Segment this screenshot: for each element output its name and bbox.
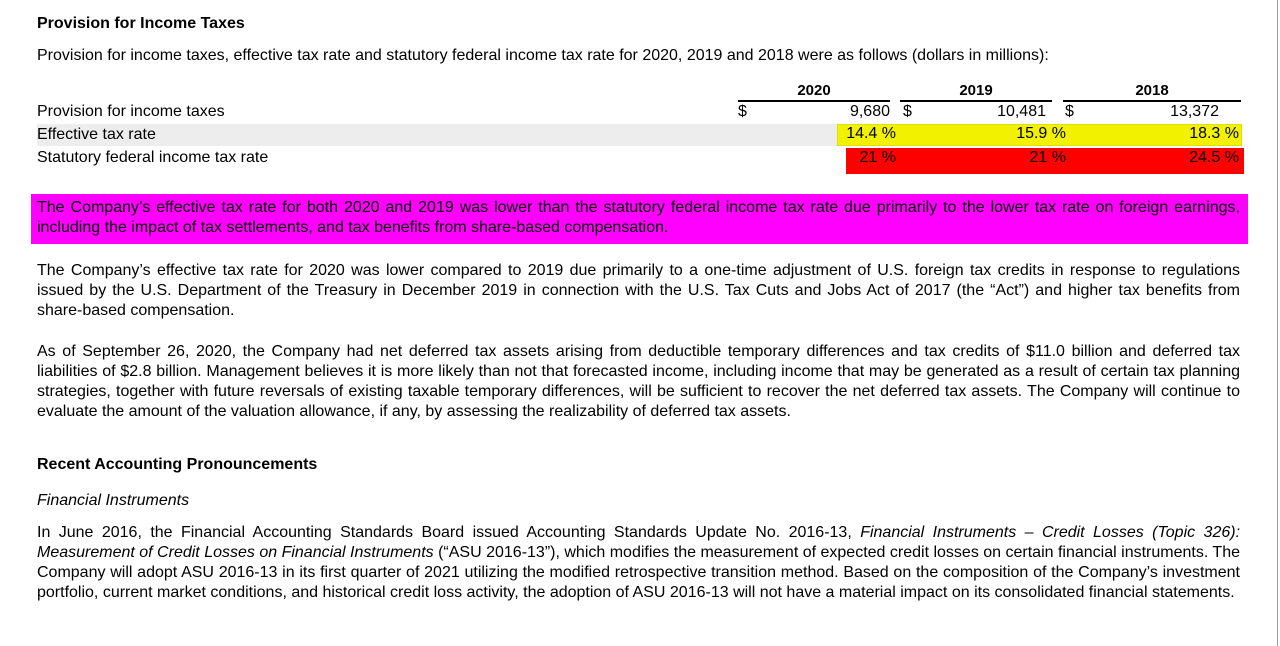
magenta-highlight (31, 194, 1248, 244)
paragraph-effective-rate: The Company’s effective tax rate for 202… (37, 262, 1240, 319)
currency-symbol: $ (903, 103, 912, 120)
highlighted-paragraph: The Company’s effective tax rate for bot… (37, 199, 1240, 236)
row-label: Effective tax rate (37, 126, 156, 143)
red-highlight (846, 148, 1244, 174)
value-2018: 18.3 % (1189, 125, 1239, 142)
value-2020: 21 % (859, 149, 896, 166)
yellow-highlight (837, 124, 1242, 146)
section-heading: Provision for Income Taxes (37, 15, 245, 32)
standard-title: Financial Instruments – Credit Losses (T… (37, 524, 1241, 561)
value-2019: 21 % (1029, 149, 1066, 166)
page-edge-divider (1277, 0, 1278, 646)
value-2020: 14.4 % (846, 125, 896, 142)
currency-symbol: $ (1065, 103, 1074, 120)
row-shading (37, 124, 837, 146)
value-2018: 24.5 % (1189, 149, 1239, 166)
subheading: Financial Instruments (37, 492, 190, 509)
year-header-2018: 2018 (1063, 82, 1241, 102)
row-label: Statutory federal income tax rate (37, 149, 269, 166)
value-2019: 15.9 % (1016, 125, 1066, 142)
text: In June 2016, the Financial Accounting S… (37, 524, 861, 541)
value-2019: 10,481 (997, 103, 1046, 120)
intro-text: Provision for income taxes, effective ta… (37, 47, 1049, 64)
value-2018: 13,372 (1170, 103, 1219, 120)
year-header-2020: 2020 (738, 82, 890, 102)
paragraph-deferred-tax: As of September 26, 2020, the Company ha… (37, 343, 1240, 420)
paragraph-asu: In June 2016, the Financial Accounting S… (37, 523, 1240, 603)
value-2020: 9,680 (849, 103, 890, 120)
section-heading-pronouncements: Recent Accounting Pronouncements (37, 456, 318, 473)
text: (“ASU 2016-13”), which modifies the meas… (37, 544, 1241, 601)
row-label: Provision for income taxes (37, 103, 225, 120)
year-header-2019: 2019 (900, 82, 1052, 102)
currency-symbol: $ (738, 103, 747, 120)
